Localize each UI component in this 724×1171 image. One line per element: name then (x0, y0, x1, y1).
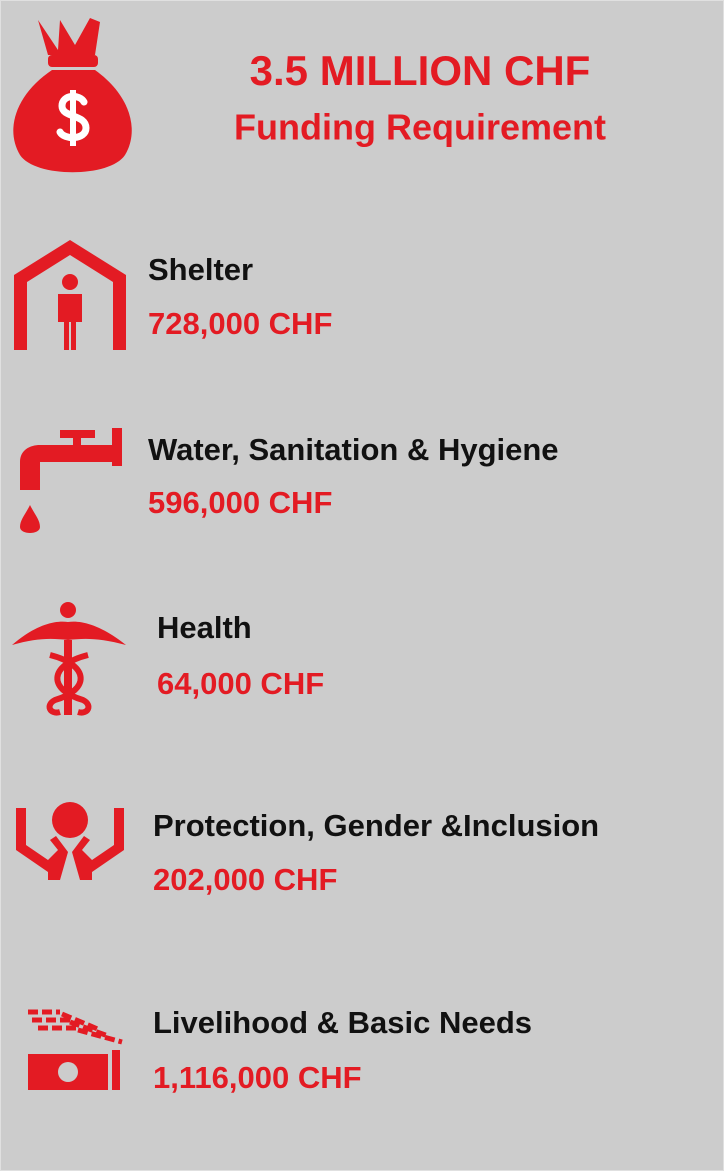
item-label: Water, Sanitation & Hygiene (148, 432, 559, 467)
item-label: Livelihood & Basic Needs (153, 1005, 532, 1040)
item-amount: 1,116,000 CHF (153, 1060, 362, 1095)
shelter-icon (14, 240, 126, 350)
item-label: Health (157, 610, 252, 645)
protection-icon (16, 802, 124, 880)
item-amount: 64,000 CHF (157, 666, 324, 701)
item-label: Protection, Gender &Inclusion (153, 808, 599, 843)
item-amount: 596,000 CHF (148, 485, 332, 520)
subtitle: Funding Requirement (234, 107, 606, 148)
item-amount: 202,000 CHF (153, 862, 337, 897)
livelihood-icon (28, 1009, 123, 1090)
item-label: Shelter (148, 252, 253, 287)
item-amount: 728,000 CHF (148, 306, 332, 341)
title: 3.5 MILLION CHF (250, 47, 591, 94)
water-icon (20, 428, 122, 533)
health-icon (12, 602, 126, 716)
money-bag-icon (13, 18, 132, 173)
